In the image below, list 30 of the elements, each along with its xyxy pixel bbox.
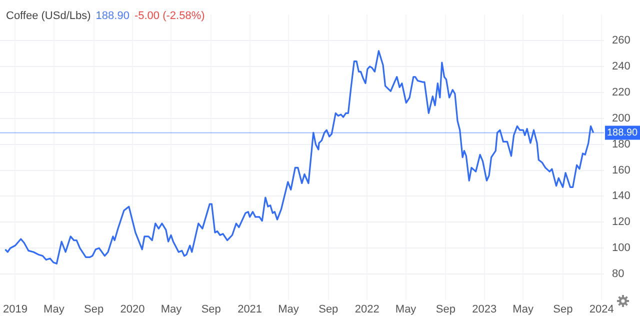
y-tick-label: 260 (612, 34, 630, 47)
y-tick-label: 180 (612, 138, 630, 150)
x-tick-label: 2020 (120, 304, 145, 316)
x-tick-label: Sep (436, 304, 456, 316)
x-tick-label: May (278, 304, 300, 316)
y-tick-label: 120 (612, 216, 630, 228)
x-tick-label: 2021 (238, 304, 262, 316)
x-tick-label: Sep (201, 304, 221, 316)
x-tick-label: May (160, 304, 182, 316)
y-tick-label: 140 (612, 190, 630, 202)
x-tick-label: Sep (553, 304, 573, 316)
ref-line-label: 188.90 (607, 128, 638, 139)
x-tick-label: May (44, 304, 65, 316)
x-tick-label: May (512, 304, 534, 316)
x-tick-label: Sep (84, 304, 104, 316)
x-tick-label: May (395, 304, 417, 316)
y-tick-label: 220 (612, 86, 630, 98)
x-tick-label: 2023 (472, 304, 497, 316)
x-tick-label: 2019 (3, 304, 28, 316)
x-tick-label: 2022 (354, 304, 380, 316)
y-tick-label: 100 (612, 242, 630, 254)
y-tick-label: 240 (612, 60, 630, 73)
y-tick-label: 160 (612, 164, 630, 176)
annotation: 188.90 (96, 10, 130, 22)
y-tick-label: 80 (612, 268, 624, 280)
y-tick-label: 200 (612, 112, 630, 124)
x-tick-label: Sep (318, 304, 338, 316)
x-tick-label: 2024 (589, 304, 614, 316)
chart-title: Coffee (USd/Lbs) (6, 10, 91, 22)
annotation: -5.00 (-2.58%) (134, 10, 205, 22)
